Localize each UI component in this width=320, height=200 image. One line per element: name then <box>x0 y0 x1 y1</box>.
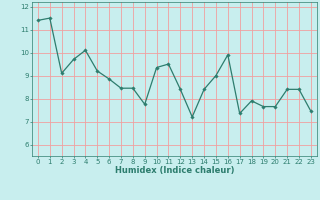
X-axis label: Humidex (Indice chaleur): Humidex (Indice chaleur) <box>115 166 234 175</box>
